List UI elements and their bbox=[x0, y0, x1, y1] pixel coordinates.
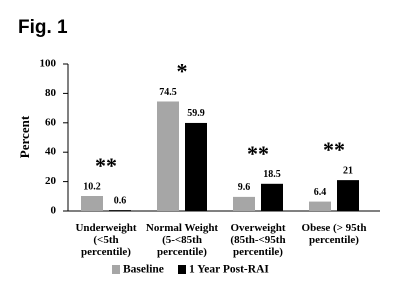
y-tick-label: 40 bbox=[45, 146, 57, 158]
y-tick-label: 20 bbox=[45, 175, 57, 187]
legend-label: Baseline bbox=[123, 264, 164, 276]
significance-marker: ** bbox=[247, 141, 269, 166]
x-tick-label-line: percentile) bbox=[81, 246, 131, 258]
x-tick-label-line: Obese (> 95th bbox=[302, 222, 367, 234]
bar bbox=[309, 201, 331, 211]
x-tick-label-line: (5-<85th bbox=[162, 234, 202, 246]
x-tick-label-line: (85th-<95th bbox=[230, 234, 285, 246]
bar bbox=[233, 196, 255, 211]
value-label: 59.9 bbox=[187, 108, 205, 119]
bar bbox=[185, 122, 207, 211]
significance-marker: ** bbox=[95, 153, 117, 178]
legend-label: 1 Year Post-RAI bbox=[189, 264, 269, 276]
value-label: 9.6 bbox=[238, 182, 251, 193]
value-label: 74.5 bbox=[159, 87, 177, 98]
x-tick-label: Normal Weight (5-<85th percentile) bbox=[146, 222, 219, 258]
value-label: 21 bbox=[343, 165, 353, 176]
legend-swatch bbox=[112, 265, 120, 274]
x-tick-label-line: (<5th bbox=[93, 234, 118, 246]
x-tick-label: Underweight (<5th percentile) bbox=[75, 222, 136, 258]
significance-marker: * bbox=[177, 59, 188, 84]
significance-marker: ** bbox=[323, 137, 345, 162]
x-tick-label: Obese (> 95th percentile) bbox=[302, 222, 367, 246]
y-tick-label: 60 bbox=[45, 116, 57, 128]
x-tick-label-line: percentile) bbox=[233, 246, 283, 258]
chart-title: Fig. 1 bbox=[18, 17, 68, 38]
value-label: 0.6 bbox=[114, 195, 127, 206]
bar bbox=[81, 196, 103, 211]
bar bbox=[157, 101, 179, 211]
x-tick-label-line: percentile) bbox=[157, 246, 207, 258]
x-tick-label-line: Underweight bbox=[75, 222, 136, 234]
bar bbox=[261, 183, 283, 211]
value-label: 10.2 bbox=[83, 181, 101, 192]
value-label: 18.5 bbox=[263, 169, 281, 180]
x-tick-label: Overweight (85th-<95th percentile) bbox=[230, 222, 285, 258]
y-tick-label: 100 bbox=[40, 58, 57, 70]
legend-swatch bbox=[178, 265, 186, 274]
x-tick-label-line: Overweight bbox=[231, 222, 286, 234]
x-tick-label-line: Normal Weight bbox=[146, 222, 219, 234]
value-label: 6.4 bbox=[314, 187, 327, 198]
x-tick-label-line: percentile) bbox=[309, 234, 359, 246]
y-tick-label: 80 bbox=[45, 87, 57, 99]
bar bbox=[337, 180, 359, 211]
y-axis-label: Percent bbox=[17, 115, 32, 158]
bar bbox=[109, 210, 131, 211]
y-tick-label: 0 bbox=[51, 205, 57, 217]
